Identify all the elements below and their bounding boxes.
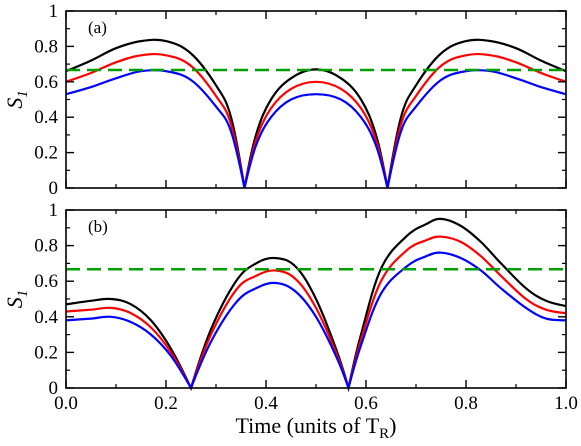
panel-label: (b) xyxy=(88,217,108,236)
panel-label: (a) xyxy=(88,18,107,37)
series-line-2 xyxy=(65,235,567,393)
series-line-1 xyxy=(65,217,567,392)
x-tick-label: 0.4 xyxy=(254,393,278,414)
y-tick-label: 0.4 xyxy=(34,107,58,128)
y-tick-label: 0.8 xyxy=(34,36,58,57)
x-tick-label: 0.8 xyxy=(454,393,478,414)
y-tick-label: 0.6 xyxy=(34,271,58,292)
y-tick-label: 0.2 xyxy=(34,143,58,164)
y-tick-label: 0.8 xyxy=(34,236,58,257)
y-tick-label: 0 xyxy=(49,378,59,399)
x-axis-label: Time (units of TR) xyxy=(236,413,397,442)
panel-b: 0 0.2 0.4 0.6 0.8 1 0.0 0.2 0.4 0.6 0.8 1.0 (b) S1 Tim… xyxy=(2,200,578,442)
y-tick-label: 1 xyxy=(49,200,59,221)
series-line-1 xyxy=(65,38,567,189)
panel-a: 0 0.2 0.4 0.6 0.8 1 (a) S1 xyxy=(2,1,567,199)
y-tick-label: 0.2 xyxy=(34,342,58,363)
x-tick-label: 0.0 xyxy=(54,393,78,414)
x-tick-label: 1.0 xyxy=(554,393,578,414)
series-line-3 xyxy=(65,251,567,392)
x-tick-label: 0.6 xyxy=(354,393,378,414)
y-axis-label: S1 xyxy=(2,290,31,309)
series-line-3 xyxy=(65,69,567,189)
plot-frame xyxy=(65,10,567,189)
x-tick-label: 0.2 xyxy=(154,393,178,414)
y-tick-label: 1 xyxy=(49,1,59,22)
y-tick-label: 0.4 xyxy=(34,307,58,328)
y-tick-label: 0 xyxy=(49,178,59,199)
y-axis-label: S1 xyxy=(2,90,31,109)
y-tick-label: 0.6 xyxy=(34,72,58,93)
series-line-2 xyxy=(65,52,567,189)
